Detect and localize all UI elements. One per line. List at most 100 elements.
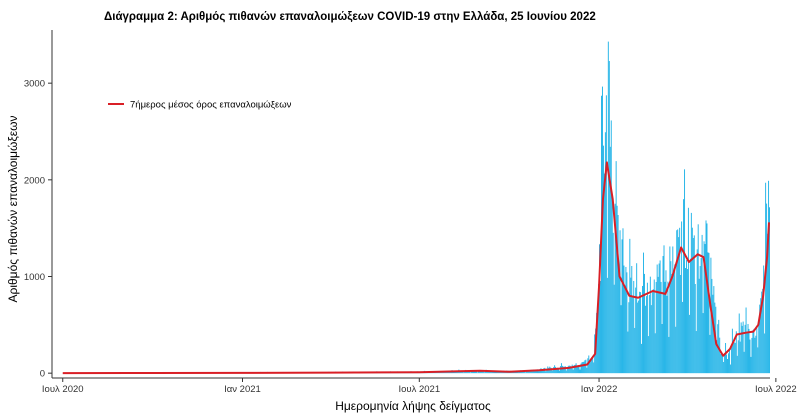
daily-bar (584, 360, 586, 374)
daily-bar (737, 340, 739, 374)
daily-bar (633, 280, 635, 374)
daily-bar (612, 232, 614, 374)
daily-bar (469, 370, 471, 374)
x-ticks: Ιουλ 2020 Ιαν 2021 Ιουλ 2021 Ιαν 2022 Ιουλ 2… (42, 378, 797, 395)
daily-bar (581, 362, 583, 374)
daily-bar (643, 273, 645, 374)
daily-bar (493, 371, 495, 374)
daily-bar (478, 371, 480, 374)
daily-bar (551, 368, 553, 374)
daily-bar (752, 330, 754, 374)
daily-bar (654, 333, 656, 374)
daily-bar (557, 367, 559, 374)
daily-bar (591, 357, 593, 374)
daily-bar (474, 371, 476, 374)
daily-bar (750, 356, 752, 374)
daily-bar (517, 372, 519, 374)
daily-bar (523, 371, 525, 374)
daily-bar (564, 366, 566, 374)
daily-bar (538, 371, 540, 374)
daily-bar (757, 347, 759, 374)
daily-bar (684, 169, 686, 374)
daily-bar (449, 372, 451, 374)
daily-bar (732, 340, 734, 374)
daily-bar (585, 359, 587, 374)
daily-bar (531, 371, 533, 374)
daily-bar (738, 313, 740, 374)
daily-bar (646, 282, 648, 374)
daily-bar (473, 371, 475, 374)
daily-bar (675, 326, 677, 374)
daily-bar (759, 304, 761, 374)
daily-bar (639, 291, 641, 374)
daily-bar (689, 258, 691, 374)
daily-bar (635, 287, 637, 374)
daily-bar (704, 244, 706, 374)
daily-bar (468, 370, 470, 374)
daily-bar (477, 371, 479, 374)
daily-bar (767, 233, 769, 374)
daily-bar (755, 335, 757, 374)
daily-bar (720, 353, 722, 374)
daily-bar (747, 323, 749, 374)
daily-bar (476, 372, 478, 374)
daily-bar (644, 305, 646, 374)
daily-bar (707, 252, 709, 374)
daily-bar (742, 321, 744, 374)
daily-bar (743, 351, 745, 374)
daily-bar (580, 363, 582, 374)
daily-bar (573, 365, 575, 374)
daily-bar (701, 234, 703, 374)
daily-bar (769, 207, 770, 374)
daily-bar (589, 362, 591, 374)
daily-bar (717, 324, 719, 374)
x-tick-label: Ιουλ 2022 (755, 384, 797, 395)
daily-bar (666, 295, 668, 374)
daily-bar (709, 334, 711, 374)
daily-bar (751, 337, 753, 374)
daily-bar (588, 355, 590, 374)
daily-bar (681, 221, 683, 374)
x-tick-label: Ιαν 2022 (581, 384, 618, 395)
daily-bar (619, 230, 621, 374)
daily-bar (555, 366, 557, 374)
daily-bar (558, 368, 559, 374)
daily-bar (632, 296, 634, 374)
chart-title: Διάγραμμα 2: Αριθμός πιθανών επαναλοιμώξ… (104, 11, 596, 23)
daily-bar (583, 361, 585, 374)
daily-bar (686, 269, 688, 374)
daily-bar (726, 354, 728, 374)
daily-bar (724, 354, 726, 374)
daily-bar (711, 278, 713, 374)
daily-bar (719, 337, 721, 374)
daily-bar (621, 239, 623, 374)
x-tick-label: Ιουλ 2021 (398, 384, 440, 395)
daily-bar (629, 238, 631, 374)
daily-bar (622, 228, 624, 374)
y-axis-label: Αριθμός πιθανών επαναλοιμώξεων (6, 115, 20, 302)
daily-bar (636, 263, 638, 374)
daily-bar (550, 367, 552, 374)
daily-bar (609, 146, 611, 374)
daily-bar (658, 263, 660, 374)
daily-bar (497, 372, 499, 374)
daily-bar (586, 367, 588, 374)
daily-bar (620, 305, 622, 374)
daily-bar (489, 371, 491, 374)
daily-bar (470, 372, 472, 374)
daily-bar (649, 276, 651, 374)
daily-bar (665, 270, 667, 374)
daily-bar (716, 340, 718, 374)
daily-bar (669, 246, 671, 374)
daily-bar (647, 336, 649, 374)
daily-bar (648, 294, 650, 374)
daily-bar (722, 354, 724, 374)
daily-bar (618, 267, 620, 374)
daily-bar (593, 362, 595, 374)
daily-bar (631, 265, 633, 374)
daily-bar (677, 229, 679, 374)
daily-bar (698, 278, 700, 374)
daily-bar (676, 230, 678, 374)
daily-bar (474, 371, 475, 374)
daily-bar (640, 292, 642, 374)
